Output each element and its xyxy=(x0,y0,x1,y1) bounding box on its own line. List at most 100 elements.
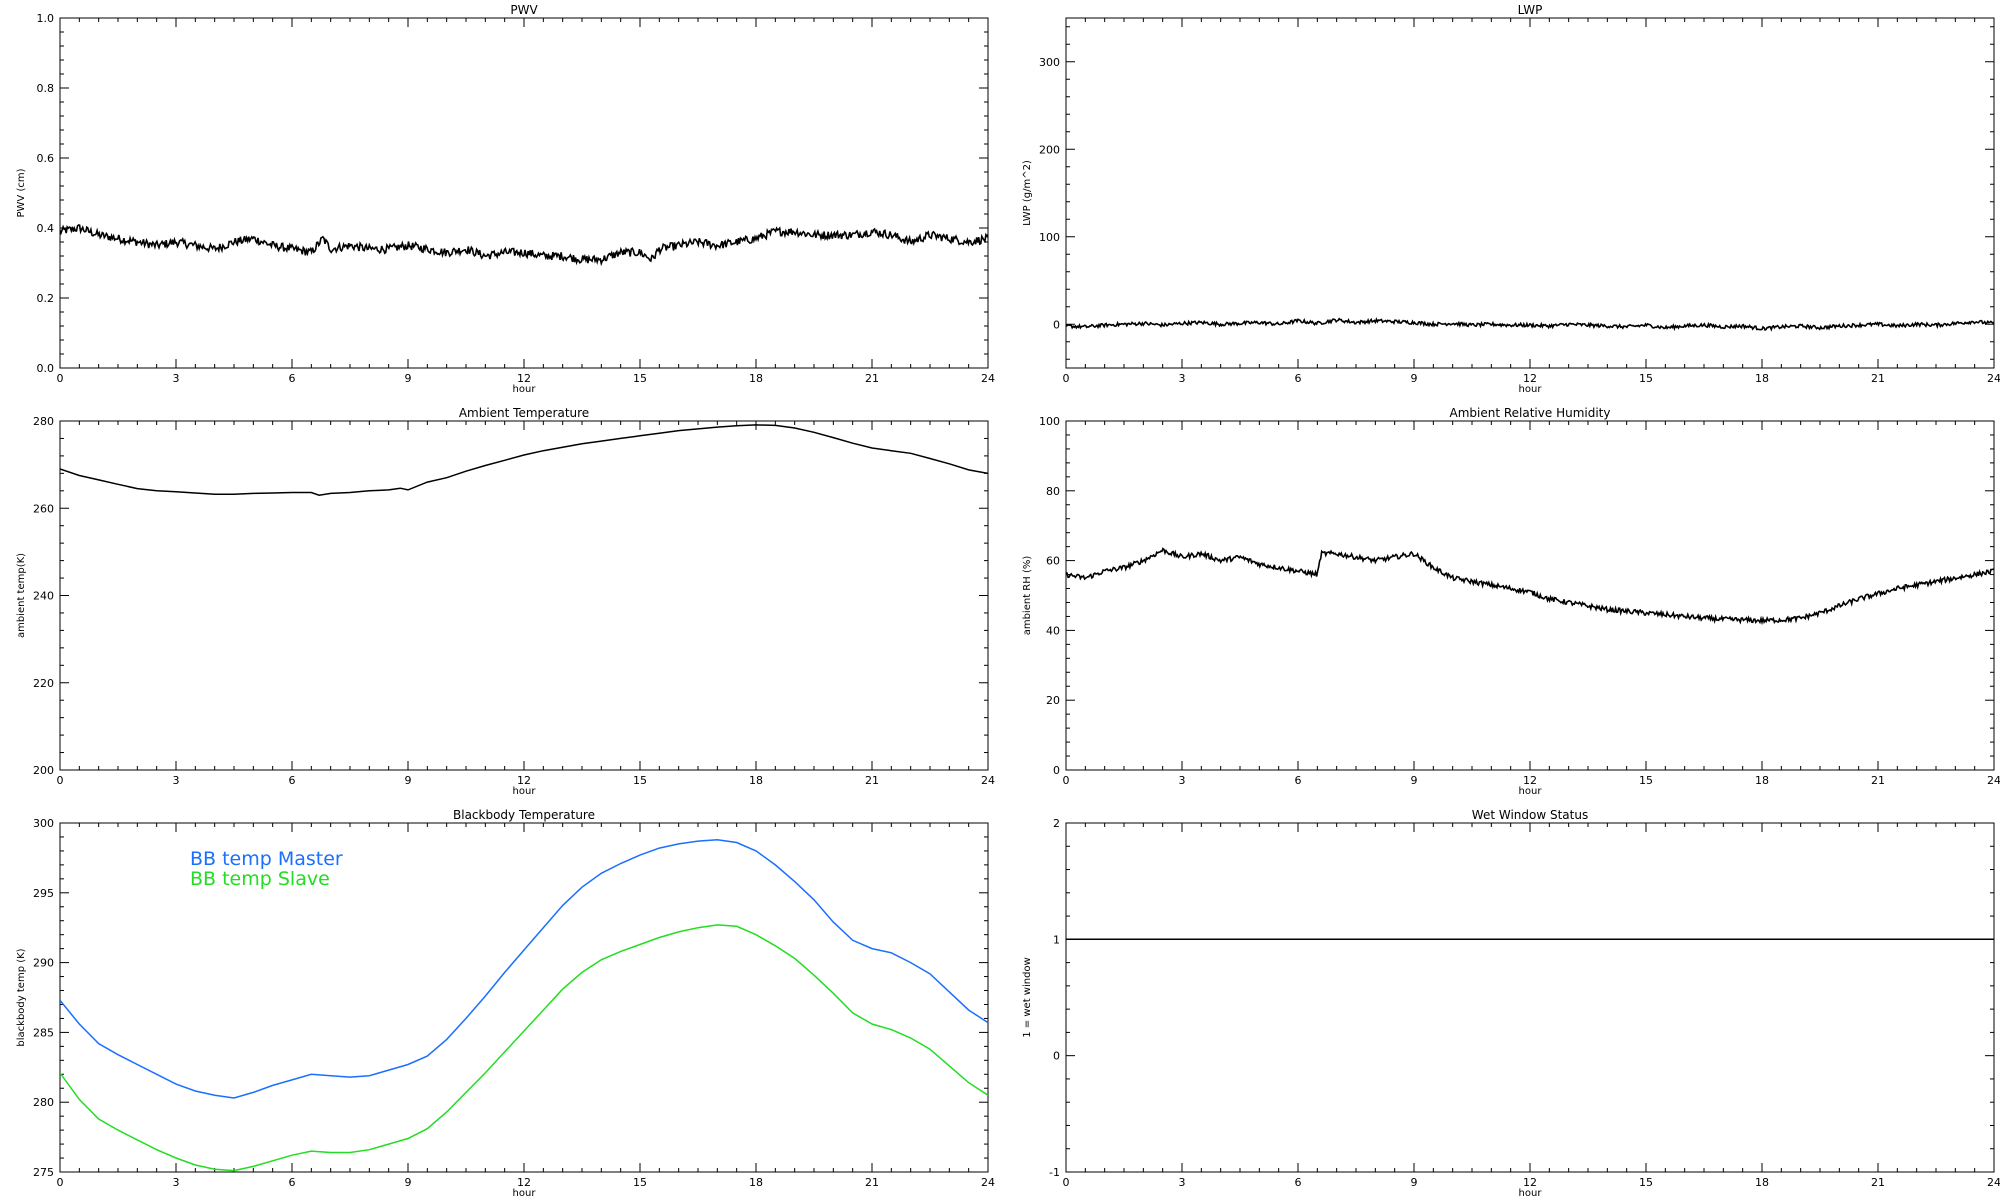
x-axis-label: hour xyxy=(1519,384,1543,395)
x-tick-label: 24 xyxy=(981,1176,995,1189)
x-tick-label: 12 xyxy=(1523,372,1537,385)
x-tick-label: 21 xyxy=(1871,774,1885,787)
y-tick-label: 100 xyxy=(1039,415,1060,428)
plot-area xyxy=(60,839,988,1172)
y-axis-label: LWP (g/m^2) xyxy=(1022,160,1033,226)
x-tick-label: 15 xyxy=(1639,774,1653,787)
y-axis-label: ambient RH (%) xyxy=(1022,556,1033,636)
y-tick-label: 280 xyxy=(33,415,54,428)
x-tick-label: 15 xyxy=(633,372,647,385)
x-tick-label: 0 xyxy=(57,1176,64,1189)
y-tick-label: 80 xyxy=(1046,485,1060,498)
x-tick-label: 21 xyxy=(865,372,879,385)
x-tick-label: 9 xyxy=(405,372,412,385)
plot-area xyxy=(1066,547,1994,626)
x-tick-label: 0 xyxy=(57,372,64,385)
y-tick-label: 280 xyxy=(33,1096,54,1109)
legend-entry: BB temp Slave xyxy=(190,868,330,890)
y-tick-label: 0 xyxy=(1053,318,1060,331)
x-tick-label: 6 xyxy=(289,372,296,385)
x-tick-label: 18 xyxy=(749,1176,763,1189)
y-axis-label: PWV (cm) xyxy=(16,168,27,217)
data-series-line xyxy=(60,224,988,267)
y-tick-label: 100 xyxy=(1039,231,1060,244)
y-tick-label: 300 xyxy=(33,817,54,830)
x-tick-label: 6 xyxy=(1295,372,1302,385)
y-tick-label: 285 xyxy=(33,1026,54,1039)
x-tick-label: 3 xyxy=(1179,372,1186,385)
x-tick-label: 12 xyxy=(517,372,531,385)
y-tick-label: 295 xyxy=(33,887,54,900)
x-tick-label: 24 xyxy=(1987,774,2000,787)
y-tick-label: 220 xyxy=(33,677,54,690)
x-tick-label: 24 xyxy=(1987,372,2000,385)
x-tick-label: 12 xyxy=(1523,1176,1537,1189)
plot-area xyxy=(60,424,988,496)
legend-entry: BB temp Master xyxy=(190,848,343,870)
x-tick-label: 21 xyxy=(1871,372,1885,385)
x-tick-label: 9 xyxy=(1411,1176,1418,1189)
x-tick-label: 3 xyxy=(173,1176,180,1189)
x-tick-label: 3 xyxy=(173,774,180,787)
y-tick-label: 0.6 xyxy=(37,152,55,165)
x-axis-label: hour xyxy=(513,384,537,395)
y-tick-label: 40 xyxy=(1046,624,1060,637)
chart-title: PWV xyxy=(510,3,538,17)
chart-title: Blackbody Temperature xyxy=(453,808,595,822)
x-tick-label: 3 xyxy=(173,372,180,385)
y-tick-label: 0.4 xyxy=(37,222,55,235)
x-tick-label: 12 xyxy=(517,1176,531,1189)
plot-area xyxy=(1066,317,1994,332)
x-tick-label: 0 xyxy=(1063,774,1070,787)
x-tick-label: 21 xyxy=(865,774,879,787)
y-tick-label: 260 xyxy=(33,502,54,515)
y-tick-label: 1.0 xyxy=(37,12,55,25)
chart-panel: Ambient Temperature 0 3 6 9 12 15 18 21 24 hour 200… xyxy=(16,406,995,797)
chart-panel: LWP 0 3 6 9 12 15 18 21 24 hour 0 100 200 300 LWP (g/m^… xyxy=(1022,3,2000,395)
plot-area xyxy=(60,224,988,267)
x-tick-label: 9 xyxy=(1411,372,1418,385)
x-axis-label: hour xyxy=(1519,1188,1543,1199)
x-tick-label: 6 xyxy=(289,774,296,787)
chart-title: Ambient Temperature xyxy=(459,406,589,420)
x-tick-label: 24 xyxy=(981,774,995,787)
y-tick-label: 290 xyxy=(33,957,54,970)
y-tick-label: 0 xyxy=(1053,1050,1060,1063)
y-tick-label: 20 xyxy=(1046,694,1060,707)
x-axis-label: hour xyxy=(513,786,537,797)
x-tick-label: 9 xyxy=(405,1176,412,1189)
data-series-line xyxy=(1066,547,1994,626)
chart-panel: Ambient Relative Humidity 0 3 6 9 12 15 18 21 24 h… xyxy=(1022,406,2000,797)
data-series-line xyxy=(60,839,988,1099)
data-series-line xyxy=(60,924,988,1172)
x-tick-label: 21 xyxy=(865,1176,879,1189)
x-tick-label: 18 xyxy=(1755,1176,1769,1189)
x-tick-label: 24 xyxy=(1987,1176,2000,1189)
y-tick-label: 0 xyxy=(1053,764,1060,777)
y-axis-label: blackbody temp (K) xyxy=(16,948,27,1046)
y-tick-label: 200 xyxy=(33,764,54,777)
x-tick-label: 15 xyxy=(633,1176,647,1189)
x-tick-label: 9 xyxy=(1411,774,1418,787)
x-tick-label: 15 xyxy=(1639,372,1653,385)
y-axis-label: 1 = wet window xyxy=(1022,957,1033,1037)
y-tick-label: -1 xyxy=(1049,1166,1060,1179)
x-tick-label: 0 xyxy=(1063,1176,1070,1189)
data-series-line xyxy=(60,424,988,496)
x-tick-label: 18 xyxy=(1755,372,1769,385)
y-tick-label: 240 xyxy=(33,590,54,603)
x-axis-label: hour xyxy=(1519,786,1543,797)
chart-title: Ambient Relative Humidity xyxy=(1450,406,1611,420)
x-tick-label: 18 xyxy=(749,774,763,787)
x-tick-label: 24 xyxy=(981,372,995,385)
data-series-line xyxy=(1066,317,1994,332)
y-tick-label: 2 xyxy=(1053,817,1060,830)
chart-panel: PWV 0 3 6 9 12 15 18 21 24 hour 0.0 0.2 0.4 0.6 0.8 1.0 P… xyxy=(16,3,995,395)
y-tick-label: 275 xyxy=(33,1166,54,1179)
x-tick-label: 9 xyxy=(405,774,412,787)
y-tick-label: 1 xyxy=(1053,933,1060,946)
y-tick-label: 0.2 xyxy=(37,292,55,305)
